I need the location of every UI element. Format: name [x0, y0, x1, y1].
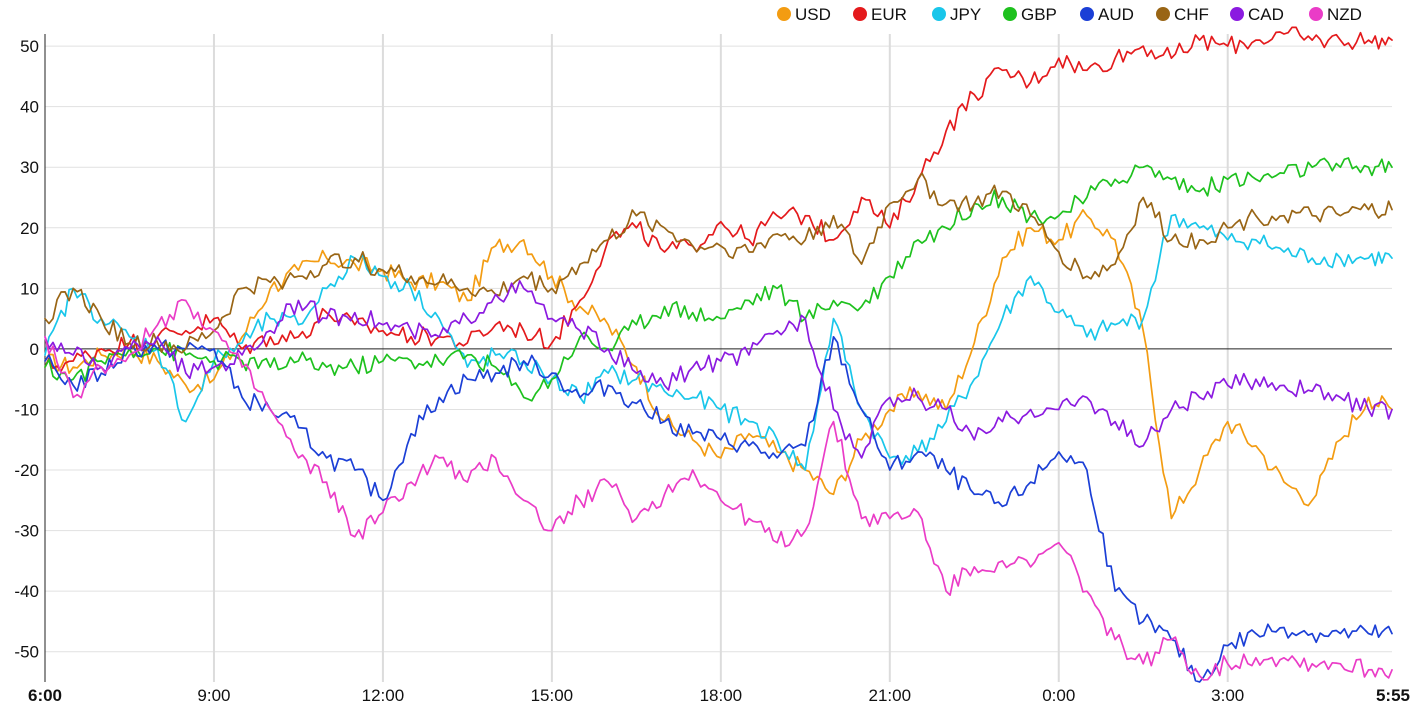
series-line-cad — [44, 280, 1393, 459]
series-line-chf — [44, 172, 1393, 354]
y-tick-label: 0 — [30, 340, 39, 359]
legend-swatch-eur — [853, 7, 867, 21]
series-line-gbp — [44, 157, 1393, 402]
x-axis-ticks: 6:00 9:00 12:00 15:00 18:00 21:00 0:00 3:00 5:55 — [28, 686, 1410, 705]
y-axis-ticks: 50 40 30 20 10 0 -10 -20 -30 -40 -50 — [14, 37, 39, 662]
legend-label-chf: CHF — [1174, 5, 1209, 24]
legend-label-nzd: NZD — [1327, 5, 1362, 24]
legend-swatch-cad — [1230, 7, 1244, 21]
x-tick-label: 6:00 — [28, 686, 62, 705]
legend-swatch-aud — [1080, 7, 1094, 21]
legend-swatch-gbp — [1003, 7, 1017, 21]
x-tick-label: 12:00 — [362, 686, 405, 705]
y-tick-label: 30 — [20, 158, 39, 177]
series-line-usd — [44, 209, 1393, 520]
series-line-jpy — [44, 213, 1393, 471]
series-line-aud — [44, 335, 1393, 683]
legend-swatch-chf — [1156, 7, 1170, 21]
legend-swatch-usd — [777, 7, 791, 21]
vertical-gridlines — [212, 34, 1229, 682]
legend-label-aud: AUD — [1098, 5, 1134, 24]
y-tick-label: 50 — [20, 37, 39, 56]
series-line-nzd — [44, 298, 1393, 681]
legend-label-cad: CAD — [1248, 5, 1284, 24]
legend-swatch-jpy — [932, 7, 946, 21]
y-tick-label: 20 — [20, 219, 39, 238]
y-tick-label: -30 — [14, 522, 39, 541]
x-tick-label: 9:00 — [197, 686, 230, 705]
legend-label-gbp: GBP — [1021, 5, 1057, 24]
y-tick-label: -10 — [14, 400, 39, 419]
x-tick-label: 21:00 — [869, 686, 912, 705]
y-tick-label: -50 — [14, 643, 39, 662]
y-tick-label: 40 — [20, 98, 39, 117]
legend-swatch-nzd — [1309, 7, 1323, 21]
y-tick-label: -40 — [14, 582, 39, 601]
x-tick-label: 3:00 — [1211, 686, 1244, 705]
legend-label-usd: USD — [795, 5, 831, 24]
x-tick-label: 15:00 — [531, 686, 574, 705]
legend: USD EUR JPY GBP AUD CHF CAD NZD — [777, 5, 1362, 24]
x-tick-label: 5:55 — [1376, 686, 1410, 705]
x-tick-label: 0:00 — [1042, 686, 1075, 705]
series-line-eur — [44, 26, 1393, 372]
y-tick-label: -20 — [14, 461, 39, 480]
series-lines — [44, 26, 1393, 683]
legend-label-eur: EUR — [871, 5, 907, 24]
x-tick-label: 18:00 — [700, 686, 743, 705]
y-tick-label: 10 — [20, 279, 39, 298]
legend-label-jpy: JPY — [950, 5, 981, 24]
